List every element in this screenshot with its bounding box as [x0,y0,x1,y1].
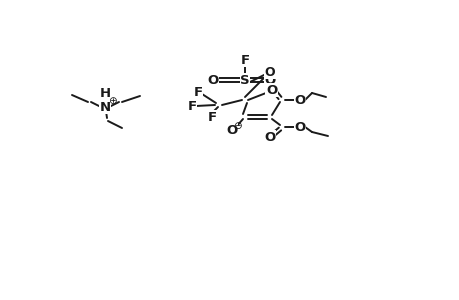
Text: S: S [240,74,249,86]
Text: O: O [226,124,237,136]
Text: F: F [207,110,216,124]
Text: F: F [240,53,249,67]
Text: O: O [294,121,305,134]
Text: ⊖: ⊖ [232,121,241,131]
Text: O: O [264,74,275,86]
Text: F: F [193,85,202,98]
Text: O: O [294,94,305,106]
Text: ⊕: ⊕ [107,96,116,106]
Text: O: O [264,130,275,143]
Text: H: H [99,86,110,100]
Text: O: O [266,83,277,97]
Text: O: O [207,74,218,86]
Text: O: O [264,65,275,79]
Text: N: N [99,100,110,113]
Text: F: F [265,86,274,100]
Text: F: F [187,100,196,112]
